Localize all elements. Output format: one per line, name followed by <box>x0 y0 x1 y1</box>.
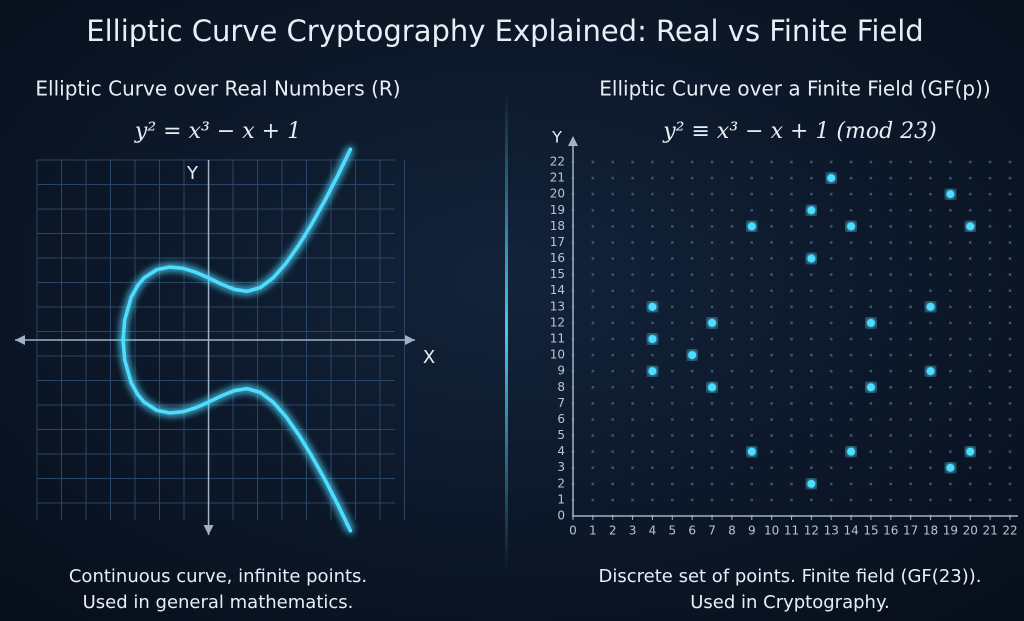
divider <box>505 90 508 570</box>
x-tick-label: 15 <box>863 524 878 538</box>
y-tick-label: 10 <box>550 348 565 362</box>
x-tick-label: 13 <box>824 524 839 538</box>
x-tick-label: 2 <box>609 524 617 538</box>
left-caption: Continuous curve, infinite points. <box>69 566 367 587</box>
point <box>807 479 816 488</box>
x-tick-label: 20 <box>963 524 978 538</box>
y-tick-label: 13 <box>550 299 565 313</box>
x-tick-label: 18 <box>923 524 938 538</box>
point <box>807 254 816 263</box>
y-tick-label: 14 <box>550 283 565 297</box>
x-tick-label: 8 <box>728 524 736 538</box>
y-tick-label: 2 <box>557 476 565 490</box>
point <box>847 447 856 456</box>
point <box>946 190 955 199</box>
y-tick-label: 6 <box>557 412 565 426</box>
y-tick-label: 12 <box>550 315 565 329</box>
y-tick-label: 17 <box>550 235 565 249</box>
x-tick-label: 11 <box>784 524 799 538</box>
y-tick-label: 1 <box>557 492 565 506</box>
x-tick-label: 22 <box>1002 524 1017 538</box>
y-tick-label: 11 <box>550 332 565 346</box>
y-tick-label: 18 <box>550 219 565 233</box>
x-tick-label: 21 <box>982 524 997 538</box>
y-tick-label: 22 <box>550 155 565 169</box>
point <box>847 222 856 231</box>
y-tick-label: 3 <box>557 460 565 474</box>
y-tick-label: 21 <box>550 171 565 185</box>
point <box>926 367 935 376</box>
point <box>648 302 657 311</box>
arrow <box>568 136 578 146</box>
curve <box>121 338 353 533</box>
y-tick-label: 9 <box>557 364 565 378</box>
left-title: Elliptic Curve over Real Numbers (R) <box>35 77 400 101</box>
right-caption: Discrete set of points. Finite field (GF… <box>599 566 982 587</box>
point <box>966 222 975 231</box>
y-tick-label: 15 <box>550 267 565 281</box>
point <box>866 318 875 327</box>
x-tick-label: 12 <box>804 524 819 538</box>
x-tick-label: 9 <box>748 524 756 538</box>
x-tick-label: 17 <box>903 524 918 538</box>
y-tick-label: 20 <box>550 187 565 201</box>
x-tick-label: 16 <box>883 524 898 538</box>
y-tick-label: 8 <box>557 380 565 394</box>
x-tick-label: 7 <box>708 524 716 538</box>
point <box>926 302 935 311</box>
right-caption: Used in Cryptography. <box>690 592 890 613</box>
point <box>966 447 975 456</box>
point <box>648 367 657 376</box>
x-tick-label: 14 <box>843 524 858 538</box>
x-tick-label: 19 <box>943 524 958 538</box>
x-tick-label: 6 <box>688 524 696 538</box>
y-tick-label: 19 <box>550 203 565 217</box>
x-tick-label: 3 <box>629 524 637 538</box>
point <box>688 351 697 360</box>
point <box>807 206 816 215</box>
y-tick-label: 0 <box>557 509 565 523</box>
y-tick-label: 7 <box>557 396 565 410</box>
y-tick-label: 4 <box>557 444 565 458</box>
y-tick-label: 5 <box>557 428 565 442</box>
point <box>708 383 717 392</box>
page-title: Elliptic Curve Cryptography Explained: R… <box>86 14 923 48</box>
point <box>747 222 756 231</box>
point <box>946 463 955 472</box>
y-axis-label: Y <box>551 128 562 147</box>
right-title: Elliptic Curve over a Finite Field (GF(p… <box>599 77 990 101</box>
x-tick-label: 10 <box>764 524 779 538</box>
right-equation: y² ≡ x³ − x + 1 (mod 23) <box>662 119 936 144</box>
point <box>708 318 717 327</box>
point <box>747 447 756 456</box>
y-axis-label: Y <box>186 163 199 184</box>
x-axis-label: X <box>423 347 435 368</box>
x-tick-label: 5 <box>668 524 676 538</box>
x-tick-label: 1 <box>589 524 597 538</box>
point <box>827 174 836 183</box>
curve <box>121 147 353 342</box>
x-tick-label: 4 <box>649 524 657 538</box>
point <box>648 335 657 343</box>
left-caption: Used in general mathematics. <box>83 592 354 613</box>
y-tick-label: 16 <box>550 251 565 265</box>
x-tick-label: 0 <box>569 524 577 538</box>
point <box>866 383 875 392</box>
left-equation: y² = x³ − x + 1 <box>134 119 301 144</box>
